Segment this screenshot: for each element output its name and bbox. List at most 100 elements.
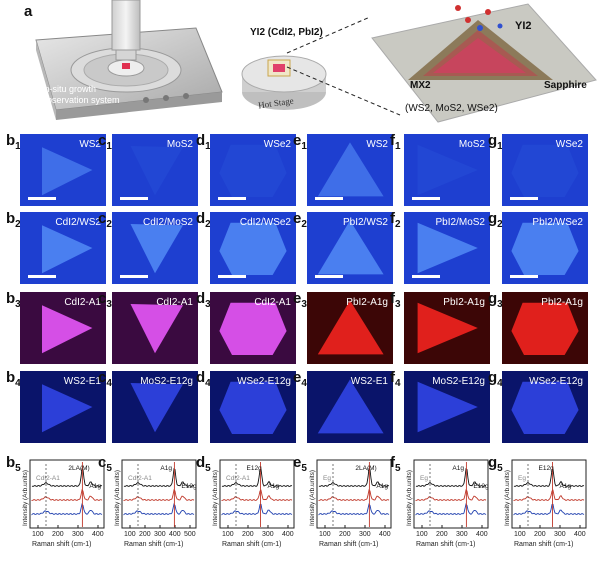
micrograph-e4: WS2-E1 xyxy=(307,371,393,443)
spectrum-line xyxy=(415,468,487,488)
x-tick-label: 200 xyxy=(242,531,254,538)
spectrum-line xyxy=(221,489,293,502)
peak-label: A1g xyxy=(268,483,280,490)
flake-shape xyxy=(511,144,579,197)
x-tick-label: 400 xyxy=(169,531,181,538)
spectrum-line xyxy=(221,503,293,516)
micrograph-g1: WSe2 xyxy=(502,134,588,206)
substrate-label: Sapphire xyxy=(544,80,587,91)
micrograph-d4: WSe2-E12g xyxy=(210,371,296,443)
spectrum-line xyxy=(31,503,103,516)
micrograph-g2: PbI2/WSe2 xyxy=(502,212,588,284)
micrograph-label: WS2-E1 xyxy=(63,376,101,387)
panel-letter-d2: d2 xyxy=(196,210,211,230)
flake-shape xyxy=(511,302,579,355)
scale-bar xyxy=(28,197,56,200)
peak-label: E12g xyxy=(473,483,489,490)
panel-letter-d5: d5 xyxy=(196,454,211,474)
micrograph-e2: PbI2/WS2 xyxy=(307,212,393,284)
spectrum-line xyxy=(221,468,293,488)
spectrum-line xyxy=(123,489,195,502)
panel-letter-g2: g2 xyxy=(488,210,503,230)
micrograph-label: WS2 xyxy=(79,139,101,150)
micrograph-f1: MoS2 xyxy=(404,134,490,206)
micrograph-label: PbI2/WS2 xyxy=(342,217,388,228)
panel-letter-c1: c1 xyxy=(98,132,112,152)
x-tick-label: 400 xyxy=(92,531,104,538)
spectrum-line xyxy=(513,489,585,502)
x-tick-label: 200 xyxy=(139,531,151,538)
raman-spectrum-g5: Intensity (Arb.units) 100 200 300 400 Raman s… xyxy=(502,458,592,565)
peak-label: E12g xyxy=(539,465,555,472)
panel-letter-b4: b4 xyxy=(6,369,21,389)
x-tick-label: 200 xyxy=(534,531,546,538)
panel-letter-d3: d3 xyxy=(196,290,211,310)
apparatus-label-line1: In-situ growth xyxy=(42,84,97,94)
x-tick-label: 200 xyxy=(436,531,448,538)
x-tick-label: 100 xyxy=(124,531,136,538)
x-tick-label: 300 xyxy=(262,531,274,538)
micrograph-label: WSe2 xyxy=(263,139,291,150)
raman-spectrum-e5: Intensity (Arb.units) 100 200 300 400 Raman s… xyxy=(307,458,397,565)
peak-label: A1g xyxy=(376,483,388,490)
x-tick-label: 300 xyxy=(359,531,371,538)
x-tick-label: 400 xyxy=(282,531,294,538)
micrograph-label: CdI2-A1 xyxy=(254,297,291,308)
x-tick-label: 400 xyxy=(574,531,586,538)
panel-letter-f1: f1 xyxy=(390,132,401,152)
raman-spectrum-d5: Intensity (Arb.units) 100 200 300 400 Raman s… xyxy=(210,458,300,565)
panel-letter-g3: g3 xyxy=(488,290,503,310)
x-tick-label: 300 xyxy=(456,531,468,538)
scale-bar xyxy=(510,197,538,200)
panel-letter-a: a xyxy=(24,3,33,20)
spectrum-line xyxy=(318,489,390,502)
hot-stage-illustration xyxy=(241,55,327,110)
x-axis-label: Raman shift (cm-1) xyxy=(319,541,379,548)
panel-letter-e4: e4 xyxy=(293,369,307,389)
panel-letter-c3: c3 xyxy=(98,290,112,310)
x-tick-label: 100 xyxy=(222,531,234,538)
growth-apparatus-illustration xyxy=(35,0,223,120)
x-tick-label: 200 xyxy=(52,531,64,538)
spectrum-line xyxy=(318,468,390,488)
x-axis-label: Raman shift (cm-1) xyxy=(32,541,92,548)
panel-letter-f4: f4 xyxy=(390,369,401,389)
micrograph-f3: PbI2-A1g xyxy=(404,292,490,364)
panel-letter-f5: f5 xyxy=(390,454,401,474)
scale-bar xyxy=(120,275,148,278)
micrograph-label: MoS2-E12g xyxy=(140,376,193,387)
micrograph-label: PbI2-A1g xyxy=(443,297,485,308)
panel-letter-g4: g4 xyxy=(488,369,503,389)
micrograph-label: MoS2 xyxy=(458,139,485,150)
peak-label: Eg xyxy=(518,475,526,482)
micrograph-c2: CdI2/MoS2 xyxy=(112,212,198,284)
x-tick-label: 400 xyxy=(379,531,391,538)
x-tick-label: 300 xyxy=(72,531,84,538)
raman-spectrum-c5: Intensity (Arb.units) 100 200 300 400 500 Rama… xyxy=(112,458,202,565)
micrograph-e3: PbI2-A1g xyxy=(307,292,393,364)
materials-label: (WS2, MoS2, WSe2) xyxy=(405,103,498,114)
micrograph-label: WS2 xyxy=(366,139,388,150)
micrograph-b3: CdI2-A1 xyxy=(20,292,106,364)
micrograph-label: MoS2-E12g xyxy=(432,376,485,387)
micrograph-c3: CdI2-A1 xyxy=(112,292,198,364)
micrograph-f2: PbI2/MoS2 xyxy=(404,212,490,284)
micrograph-c4: MoS2-E12g xyxy=(112,371,198,443)
sapphire-growth-illustration xyxy=(371,3,597,123)
panel-letter-b2: b2 xyxy=(6,210,21,230)
flake-shape xyxy=(511,381,579,434)
scale-bar xyxy=(412,275,440,278)
spectrum-line xyxy=(415,503,487,516)
apparatus-label-line2: observation system xyxy=(42,95,120,105)
peak-label: A1g xyxy=(452,465,464,472)
peak-label: CdI2-A1 xyxy=(226,475,250,482)
micrograph-g4: WSe2-E12g xyxy=(502,371,588,443)
micrograph-label: WSe2-E12g xyxy=(237,376,291,387)
x-axis-label: Raman shift (cm-1) xyxy=(514,541,574,548)
raman-spectrum-f5: Intensity (Arb.units) 100 200 300 400 Raman s… xyxy=(404,458,494,565)
flake-shape xyxy=(219,302,287,355)
spectrum-line xyxy=(513,468,585,488)
spectrum-line xyxy=(318,503,390,516)
peak-label: E12g xyxy=(247,465,263,472)
micrograph-label: PbI2-A1g xyxy=(541,297,583,308)
